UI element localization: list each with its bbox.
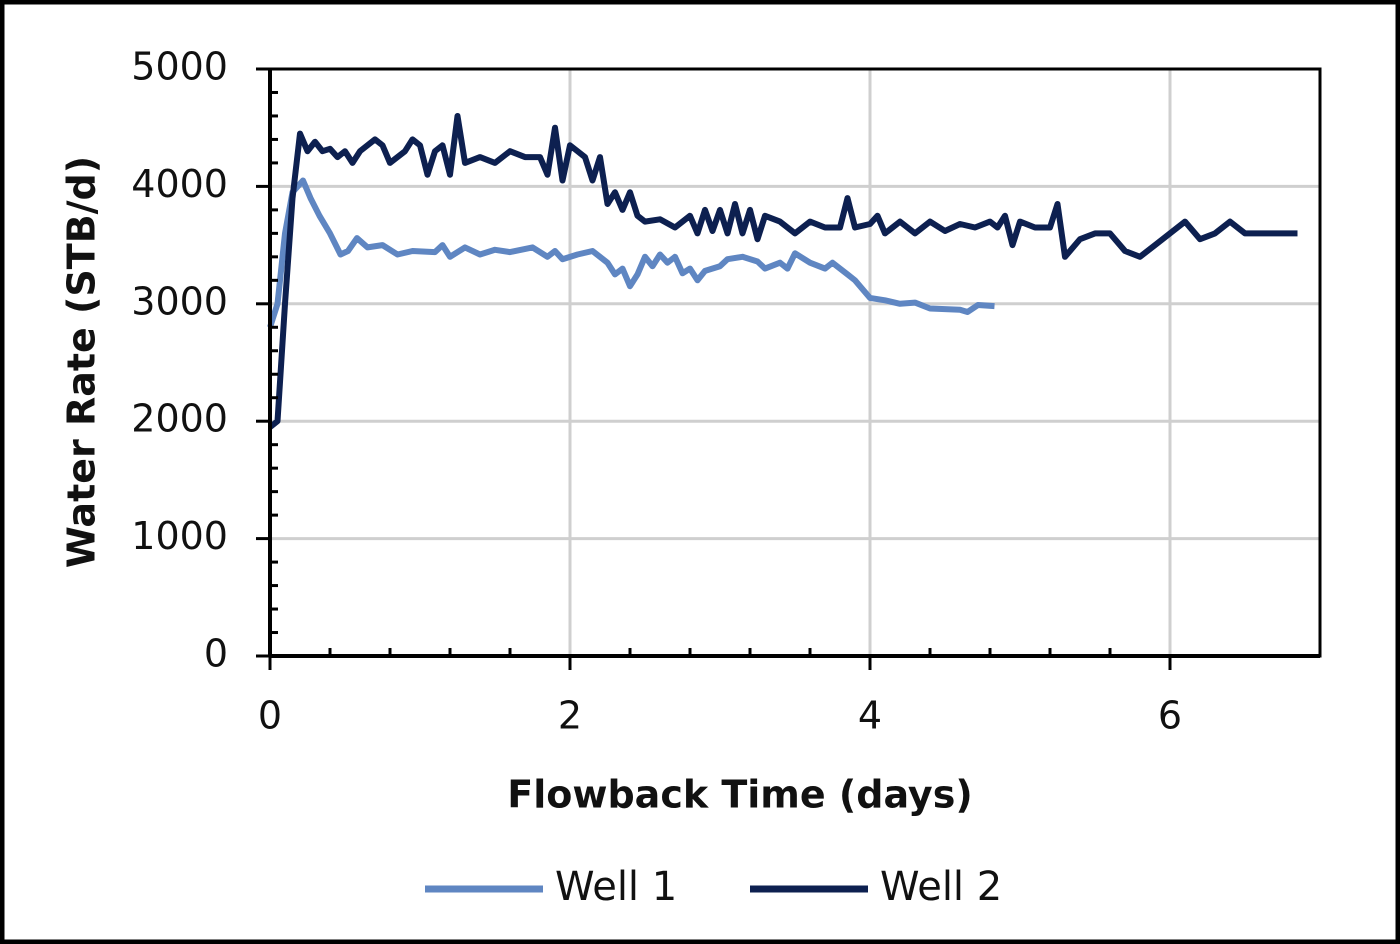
y-tick-label: 5000 xyxy=(131,45,228,89)
series-line xyxy=(268,113,1298,430)
y-tick-label: 4000 xyxy=(131,162,228,206)
x-tick-label: 6 xyxy=(1158,694,1182,738)
x-axis-label: Flowback Time (days) xyxy=(507,773,972,817)
x-tick-label: 2 xyxy=(558,694,582,738)
y-tick-label: 2000 xyxy=(131,397,228,441)
y-axis-label: Water Rate (STB/d) xyxy=(60,156,104,568)
x-tick-label: 4 xyxy=(858,694,882,738)
legend-label: Well 2 xyxy=(880,864,1002,910)
plot-border xyxy=(268,67,1322,658)
legend-label: Well 1 xyxy=(555,864,677,910)
y-tick-label: 3000 xyxy=(131,279,228,323)
series-line xyxy=(267,177,995,329)
y-tick-label: 1000 xyxy=(131,514,228,558)
x-tick-label: 0 xyxy=(258,694,282,738)
y-tick-label: 0 xyxy=(204,632,228,676)
